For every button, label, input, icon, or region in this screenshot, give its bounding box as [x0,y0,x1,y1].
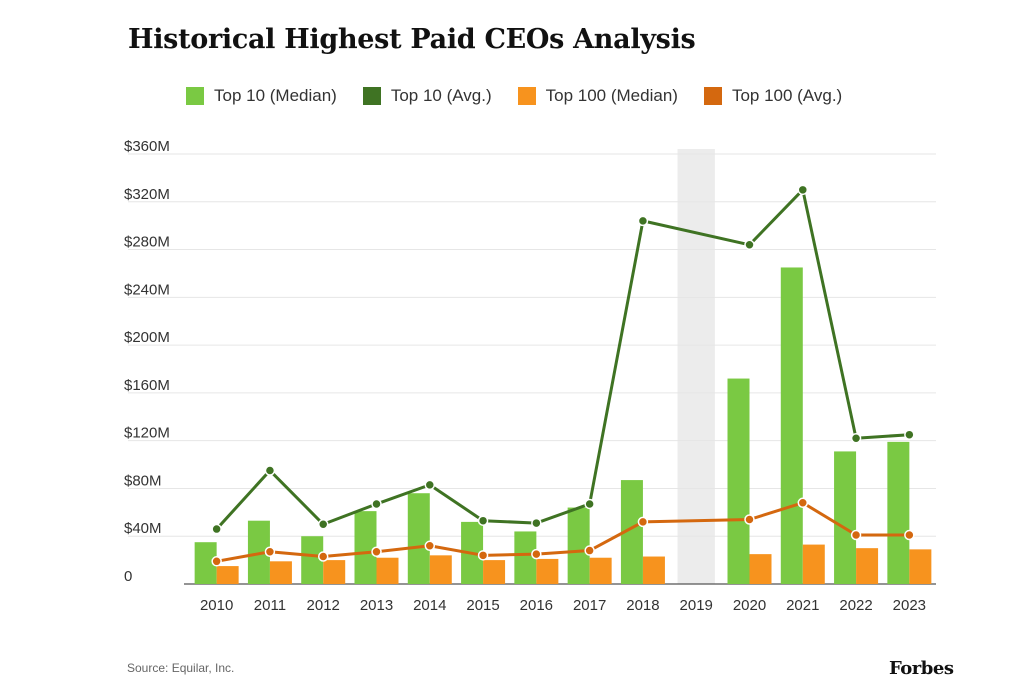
bar-top-100-median--2018 [642,556,665,584]
x-tick-label: 2013 [360,597,393,614]
y-tick-label: $200M [124,329,170,346]
point-top-10-avg--2012 [317,519,329,530]
bar-top-100-median--2020 [749,554,772,584]
y-tick-label: $80M [124,472,162,489]
legend-swatch-top10-median [186,87,204,105]
point-top-10-avg--2010 [211,523,222,535]
source-note: Source: Equilar, Inc. [127,661,235,675]
x-tick-label: 2021 [786,597,819,614]
highlight-band-2019 [677,149,715,584]
bar-top-100-median--2010 [216,566,239,584]
y-tick-label: $360M [124,138,170,155]
point-top-100-avg--2013 [371,546,382,557]
x-tick-label: 2012 [307,597,340,614]
x-tick-label: 2019 [680,597,713,614]
bar-top-100-median--2011 [269,561,292,584]
x-tick-label: 2016 [520,597,553,614]
point-top-10-avg--2016 [531,517,542,529]
point-top-10-avg--2015 [477,515,489,526]
point-top-10-avg--2020 [744,239,755,251]
legend-item-top100-median: Top 100 (Median) [517,86,678,106]
point-top-100-avg--2023 [904,529,915,541]
point-top-10-avg--2014 [424,479,436,491]
point-top-10-avg--2017 [584,498,595,510]
x-tick-label: 2017 [573,597,606,614]
point-top-100-avg--2010 [211,556,222,567]
legend-item-top10-avg: Top 10 (Avg.) [362,86,492,106]
bar-top-100-median--2015 [483,560,506,584]
bar-top-100-median--2013 [376,557,399,584]
point-top-100-avg--2015 [477,550,489,561]
point-top-100-avg--2014 [424,540,436,552]
y-tick-label: $120M [124,425,170,442]
bar-top-100-median--2016 [536,558,559,584]
bar-top-100-median--2022 [856,548,879,584]
bar-top-100-median--2021 [802,544,825,584]
brand-logo: Forbes [889,658,954,679]
point-top-10-avg--2021 [797,184,809,196]
bar-top-100-median--2014 [429,555,452,584]
bar-top-10-median--2010 [194,542,217,584]
bar-top-10-median--2023 [887,441,910,584]
x-tick-label: 2022 [839,597,872,614]
legend-swatch-top10-avg [362,87,381,105]
bar-top-100-median--2012 [323,560,346,584]
bar-top-10-median--2021 [780,267,803,584]
point-top-100-avg--2022 [850,529,862,541]
point-top-100-avg--2021 [797,497,809,509]
point-top-10-avg--2018 [637,215,649,227]
point-top-10-avg--2022 [850,433,862,444]
point-top-100-avg--2020 [744,514,755,525]
x-tick-label: 2020 [733,597,766,614]
bar-top-10-median--2016 [514,531,537,584]
bar-top-10-median--2012 [301,536,324,584]
legend-label-top10-avg: Top 10 (Avg.) [390,86,492,105]
y-tick-label: $280M [124,234,170,251]
x-tick-label: 2010 [200,597,233,614]
y-tick-label: $160M [124,377,170,394]
legend-item-top100-avg: Top 100 (Avg.) [703,86,843,106]
bar-top-100-median--2017 [589,557,612,584]
bar-top-100-median--2023 [909,549,932,584]
point-top-100-avg--2011 [264,546,276,557]
y-tick-label: 0 [124,568,132,585]
y-tick-label: $40M [124,520,162,537]
bar-top-10-median--2020 [727,378,750,584]
bar-top-10-median--2013 [354,511,377,584]
bar-top-10-median--2014 [407,493,430,584]
point-top-10-avg--2023 [904,429,915,440]
line-top-10-avg- [215,188,910,531]
legend-label-top100-median: Top 100 (Median) [545,86,678,105]
x-tick-label: 2014 [413,597,446,614]
point-top-100-avg--2012 [317,551,329,562]
y-tick-label: $240M [124,281,170,298]
x-tick-label: 2015 [466,597,499,614]
legend-label-top100-avg: Top 100 (Avg.) [731,86,843,105]
chart-legend: Top 10 (Median) Top 10 (Avg.) Top 100 (M… [186,86,868,106]
bar-top-10-median--2018 [620,480,643,584]
legend-swatch-top100-median [517,87,536,105]
legend-label-top10-median: Top 10 (Median) [214,86,337,105]
x-tick-label: 2011 [254,597,286,614]
point-top-100-avg--2018 [637,516,649,528]
legend-item-top10-median: Top 10 (Median) [186,86,337,106]
point-top-10-avg--2013 [371,498,382,510]
x-tick-label: 2023 [893,597,926,614]
bar-top-10-median--2022 [834,451,857,584]
y-tick-label: $320M [124,186,170,203]
point-top-100-avg--2016 [531,548,542,560]
chart-title: Historical Highest Paid CEOs Analysis [128,24,696,55]
point-top-10-avg--2011 [264,465,276,476]
point-top-100-avg--2017 [584,545,595,556]
legend-swatch-top100-avg [703,87,722,105]
bar-top-10-median--2017 [567,507,590,584]
x-tick-label: 2018 [626,597,659,614]
